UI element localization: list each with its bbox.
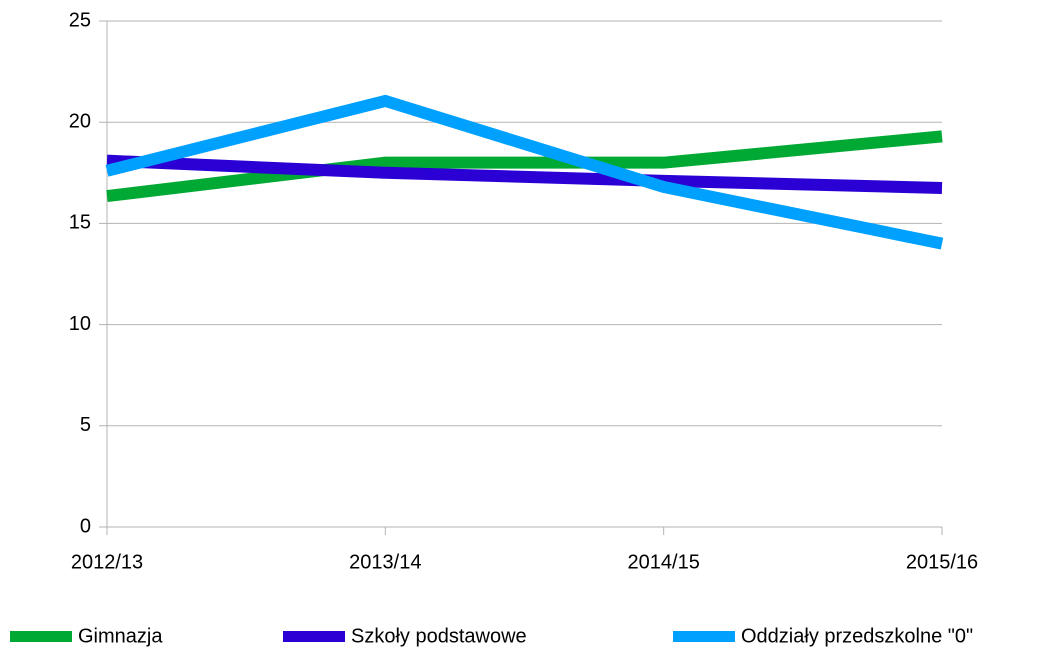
y-tick-label: 20 [69,110,91,132]
legend-label: Gimnazja [78,625,163,647]
x-tick-label: 2015/16 [906,551,978,573]
y-tick-label: 25 [69,9,91,31]
legend-swatch [673,631,735,642]
x-tick-label: 2014/15 [628,551,700,573]
series-line [105,94,944,250]
series-line [106,130,943,203]
legend-swatch [10,631,72,642]
y-tick-label: 10 [69,313,91,335]
y-tick-label: 15 [69,212,91,234]
y-tick-label: 0 [80,515,91,537]
legend-label: Szkoły podstawowe [351,625,527,647]
y-tick-label: 5 [80,414,91,436]
x-tick-label: 2012/13 [71,551,143,573]
legend-swatch [283,631,345,642]
series-line [106,154,943,194]
x-tick-label: 2013/14 [349,551,421,573]
legend-label: Oddziały przedszkolne "0" [741,625,973,647]
